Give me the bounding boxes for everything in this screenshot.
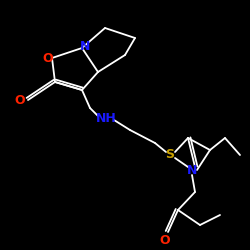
Text: O: O: [43, 52, 53, 64]
Text: N: N: [80, 40, 90, 52]
Text: N: N: [187, 164, 197, 176]
Text: O: O: [160, 234, 170, 246]
Text: S: S: [166, 148, 174, 162]
Text: NH: NH: [96, 112, 116, 124]
Text: O: O: [15, 94, 25, 106]
